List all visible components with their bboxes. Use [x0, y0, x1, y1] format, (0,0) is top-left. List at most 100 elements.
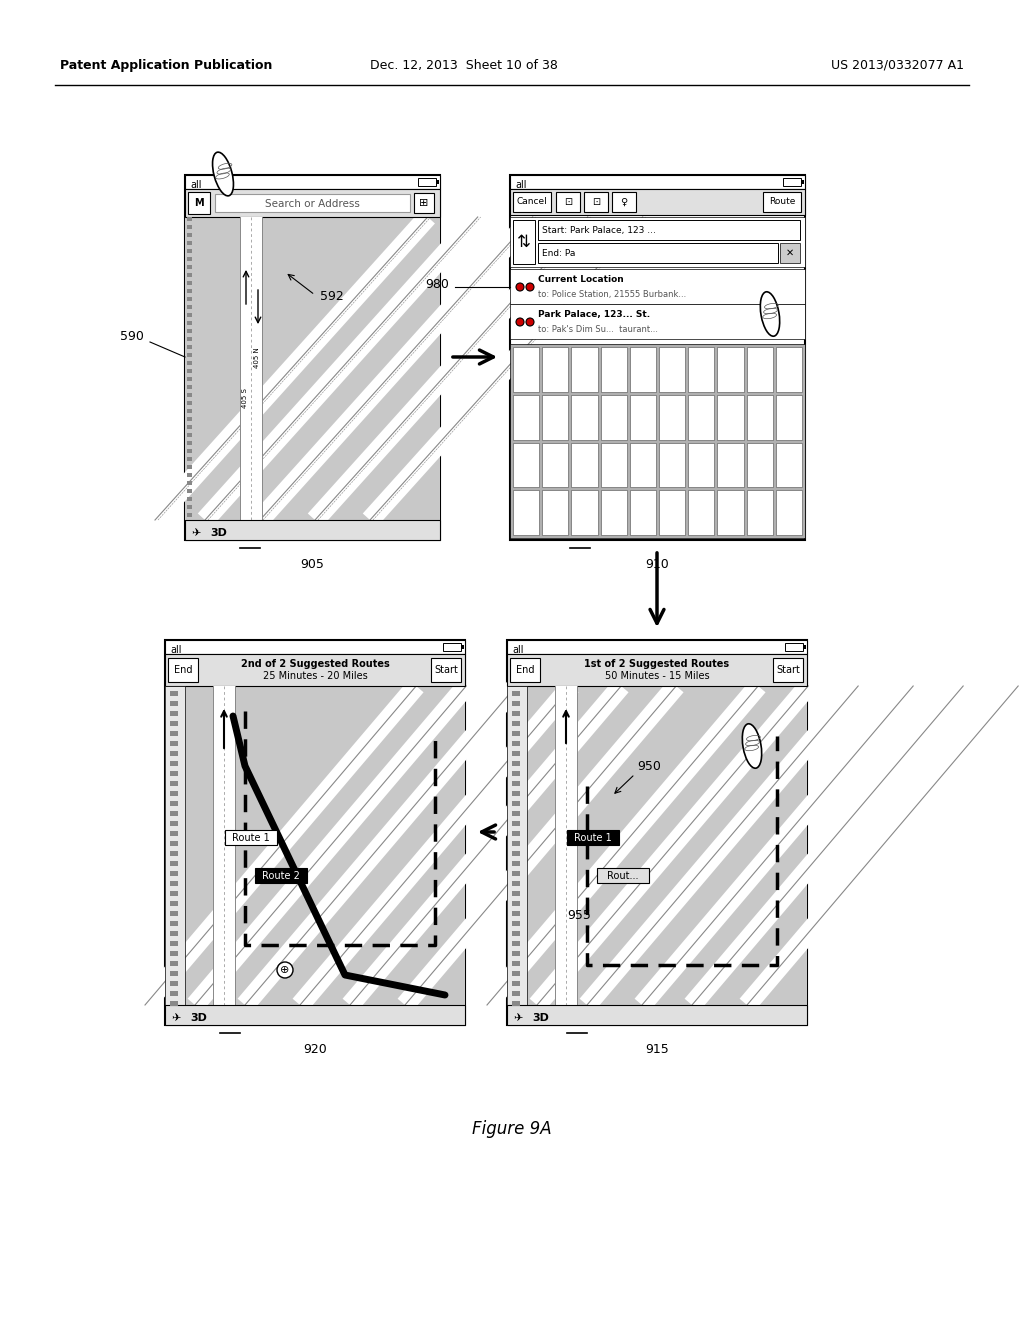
Bar — [512, 690, 520, 696]
Bar — [688, 395, 715, 440]
Text: Route: Route — [769, 198, 796, 206]
Bar — [512, 841, 520, 846]
Bar — [512, 961, 520, 966]
Bar — [571, 395, 598, 440]
Bar — [688, 347, 715, 392]
Ellipse shape — [742, 723, 762, 768]
Bar — [170, 991, 178, 997]
Bar — [718, 395, 743, 440]
Bar — [187, 488, 193, 492]
Bar — [513, 191, 551, 213]
Text: 3D: 3D — [190, 1012, 207, 1023]
Bar — [170, 751, 178, 756]
Bar — [688, 442, 715, 487]
Bar — [512, 791, 520, 796]
Bar — [187, 234, 193, 238]
Text: all: all — [190, 180, 202, 190]
Bar — [187, 224, 193, 228]
Text: End: End — [174, 665, 193, 675]
Bar — [187, 433, 193, 437]
Bar — [170, 801, 178, 807]
Bar — [659, 347, 685, 392]
Bar — [187, 297, 193, 301]
Bar — [170, 701, 178, 706]
Text: ✈: ✈ — [191, 528, 201, 539]
Bar — [170, 711, 178, 715]
Ellipse shape — [526, 282, 534, 290]
Bar — [187, 457, 193, 461]
Bar — [170, 810, 178, 816]
Bar — [165, 640, 465, 653]
Ellipse shape — [516, 318, 524, 326]
Bar — [783, 178, 801, 186]
Bar — [507, 640, 807, 1026]
Text: Rout...: Rout... — [607, 871, 639, 880]
Bar — [187, 289, 193, 293]
Bar — [584, 191, 608, 213]
Bar — [718, 347, 743, 392]
Bar — [512, 721, 520, 726]
Bar — [187, 449, 193, 453]
Bar — [187, 281, 193, 285]
Bar — [170, 981, 178, 986]
Bar — [507, 653, 807, 686]
Bar — [746, 442, 773, 487]
Bar — [170, 791, 178, 796]
Bar — [601, 490, 627, 535]
Bar — [512, 741, 520, 746]
Bar — [512, 1001, 520, 1006]
Bar — [461, 645, 464, 649]
Bar — [215, 194, 410, 213]
Text: US 2013/0332077 A1: US 2013/0332077 A1 — [831, 58, 964, 71]
Bar — [746, 490, 773, 535]
Bar — [187, 401, 193, 405]
Bar — [630, 347, 656, 392]
Bar — [601, 395, 627, 440]
Bar — [718, 442, 743, 487]
Bar — [170, 861, 178, 866]
Bar — [571, 442, 598, 487]
Bar — [688, 490, 715, 535]
Bar — [510, 216, 805, 267]
Text: End: Pa: End: Pa — [542, 248, 575, 257]
Bar — [170, 762, 178, 766]
Bar — [512, 972, 520, 975]
Bar — [512, 821, 520, 826]
Text: all: all — [512, 645, 523, 655]
Bar — [510, 269, 805, 304]
Bar — [512, 871, 520, 876]
Bar — [170, 921, 178, 927]
Bar — [512, 801, 520, 807]
Bar — [185, 176, 440, 189]
Bar — [170, 941, 178, 946]
Text: 1st of 2 Suggested Routes: 1st of 2 Suggested Routes — [585, 659, 729, 669]
Text: 3D: 3D — [532, 1012, 549, 1023]
Text: 50 Minutes - 15 Miles: 50 Minutes - 15 Miles — [605, 671, 710, 681]
Bar — [776, 442, 802, 487]
Bar — [612, 191, 636, 213]
Bar — [414, 193, 434, 213]
Bar — [187, 305, 193, 309]
Bar — [510, 304, 805, 339]
Bar — [185, 176, 440, 540]
Bar — [763, 191, 801, 213]
Text: ⇅: ⇅ — [517, 234, 530, 251]
Bar — [512, 950, 520, 956]
Bar — [418, 178, 436, 186]
Text: ✕: ✕ — [786, 248, 794, 257]
Text: all: all — [515, 180, 526, 190]
Bar — [538, 243, 778, 263]
Bar — [507, 1005, 807, 1026]
Bar — [170, 821, 178, 826]
Bar — [630, 490, 656, 535]
Bar — [170, 891, 178, 896]
Text: ⊞: ⊞ — [419, 198, 429, 209]
Bar — [542, 395, 568, 440]
Bar — [555, 686, 577, 1005]
Bar — [170, 950, 178, 956]
Bar — [746, 395, 773, 440]
Bar — [659, 490, 685, 535]
Bar — [187, 480, 193, 484]
Bar — [510, 189, 805, 215]
Text: ⊡: ⊡ — [564, 197, 572, 207]
